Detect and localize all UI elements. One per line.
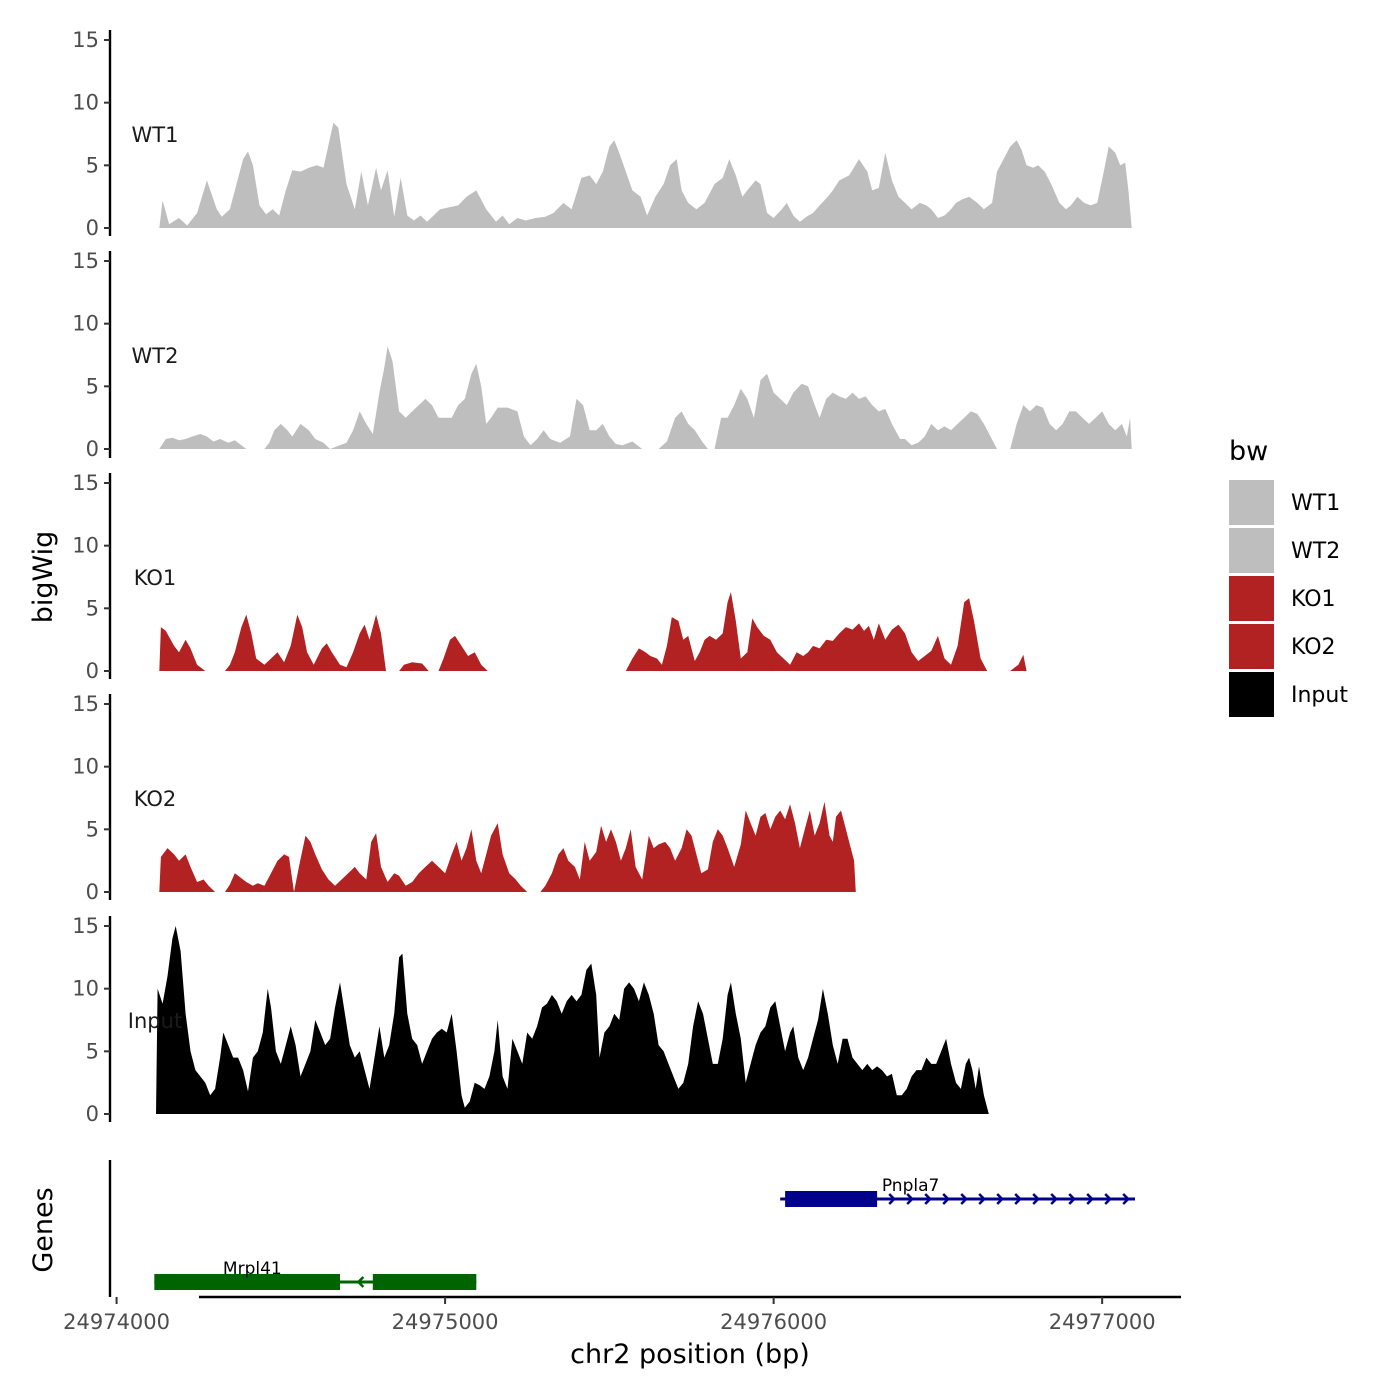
legend-label: KO1 <box>1291 587 1336 612</box>
strand-arrow <box>942 1193 950 1205</box>
track-wt2: 0 5 10 15 WT2 <box>72 249 1132 461</box>
tracks-panel: 0 5 10 15 WT1 0 5 10 15 WT2 0 5 10 15 KO1 0 5 10 15 KO2 0 5 10… <box>72 28 1132 1126</box>
legend-label: Input <box>1291 683 1348 708</box>
gene-pnpla7: Pnpla7 <box>780 1176 1136 1207</box>
legend-item-ko2: KO2 <box>1229 624 1336 669</box>
legend-label: KO2 <box>1291 635 1336 660</box>
legend-item-ko1: KO1 <box>1229 576 1336 621</box>
strand-arrow <box>978 1193 986 1205</box>
x-tick-label: 24974000 <box>63 1310 170 1334</box>
genes-panel: Mrpl41 Pnpla7 <box>108 1160 1136 1297</box>
legend-swatch <box>1229 576 1274 621</box>
x-tick-label: 24975000 <box>392 1310 499 1334</box>
strand-arrow <box>996 1193 1004 1205</box>
y-tick-label: 0 <box>86 659 99 683</box>
legend-swatch <box>1229 624 1274 669</box>
y-tick-label: 15 <box>72 692 99 716</box>
track-label: KO2 <box>134 787 177 811</box>
y-tick-label: 5 <box>86 153 99 177</box>
track-label: Input <box>128 1009 182 1033</box>
coverage-area-wt2 <box>159 346 1132 449</box>
gene-exon <box>154 1274 340 1290</box>
strand-arrow <box>1122 1193 1130 1205</box>
coverage-area-ko1 <box>159 592 1027 671</box>
coverage-area-input <box>156 926 989 1114</box>
genes-axis-title: Genes <box>28 1187 59 1272</box>
legend-swatch <box>1229 528 1274 573</box>
legend-swatch <box>1229 480 1274 525</box>
legend-label: WT2 <box>1291 539 1340 564</box>
y-tick-label: 10 <box>72 534 99 558</box>
y-tick-label: 15 <box>72 471 99 495</box>
track-ko1: 0 5 10 15 KO1 <box>72 471 1027 683</box>
y-tick-label: 15 <box>72 249 99 273</box>
y-tick-label: 5 <box>86 1039 99 1063</box>
coverage-area-ko2 <box>159 801 856 892</box>
x-tick-label: 24976000 <box>720 1310 827 1334</box>
y-tick-label: 10 <box>72 312 99 336</box>
coverage-area-wt1 <box>159 122 1132 228</box>
legend-item-input: Input <box>1229 672 1348 717</box>
strand-arrow <box>1032 1193 1040 1205</box>
legend: bw WT1 WT2 KO1 KO2 Input <box>1229 436 1348 717</box>
y-axis-title: bigWig <box>28 531 59 624</box>
y-tick-label: 0 <box>86 880 99 904</box>
y-tick-label: 15 <box>72 914 99 938</box>
strand-arrow <box>1068 1193 1076 1205</box>
strand-arrow <box>1104 1193 1112 1205</box>
track-label: WT2 <box>132 344 179 368</box>
gene-exon <box>785 1191 878 1207</box>
legend-item-wt1: WT1 <box>1229 480 1340 525</box>
y-tick-label: 10 <box>72 91 99 115</box>
strand-arrow <box>924 1193 932 1205</box>
gene-label: Pnpla7 <box>882 1176 939 1196</box>
y-tick-label: 10 <box>72 977 99 1001</box>
track-ko2: 0 5 10 15 KO2 <box>72 692 856 904</box>
y-tick-label: 0 <box>86 1102 99 1126</box>
x-axis-title: chr2 position (bp) <box>570 1339 810 1370</box>
gene-label: Mrpl41 <box>223 1259 282 1279</box>
track-label: WT1 <box>132 123 179 147</box>
x-axis: 24974000 24975000 24976000 24977000 <box>63 1295 1181 1334</box>
y-tick-label: 5 <box>86 817 99 841</box>
y-tick-label: 10 <box>72 755 99 779</box>
strand-arrow <box>356 1276 365 1288</box>
track-wt1: 0 5 10 15 WT1 <box>72 28 1132 240</box>
gene-exon <box>372 1274 477 1290</box>
legend-swatch <box>1229 672 1274 717</box>
y-tick-label: 0 <box>86 216 99 240</box>
y-tick-label: 5 <box>86 596 99 620</box>
strand-arrow <box>960 1193 968 1205</box>
legend-label: WT1 <box>1291 491 1340 516</box>
strand-arrow <box>1086 1193 1094 1205</box>
y-tick-label: 15 <box>72 28 99 52</box>
legend-title: bw <box>1229 436 1268 467</box>
strand-arrow <box>1050 1193 1058 1205</box>
track-label: KO1 <box>134 566 177 590</box>
strand-arrow <box>1014 1193 1022 1205</box>
x-tick-label: 24977000 <box>1049 1310 1156 1334</box>
strand-arrow <box>888 1193 896 1205</box>
strand-arrow <box>906 1193 914 1205</box>
y-tick-label: 5 <box>86 374 99 398</box>
y-tick-label: 0 <box>86 437 99 461</box>
legend-item-wt2: WT2 <box>1229 528 1340 573</box>
track-input: 0 5 10 15 Input <box>72 914 989 1126</box>
gene-mrpl41: Mrpl41 <box>154 1259 477 1290</box>
